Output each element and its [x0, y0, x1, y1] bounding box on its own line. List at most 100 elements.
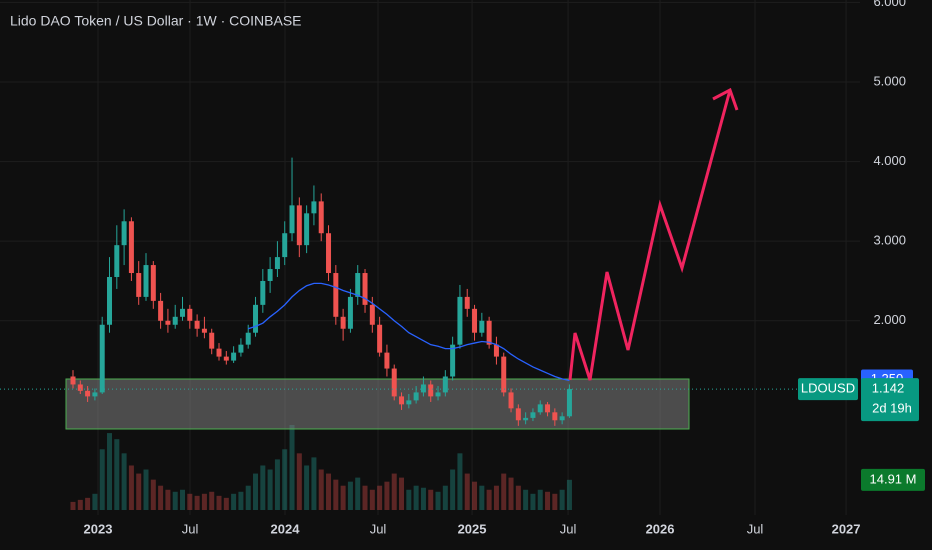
volume-bar — [399, 477, 405, 510]
chart-title: Lido DAO Token / US Dollar · 1W · COINBA… — [10, 13, 302, 29]
symbol-tag — [798, 378, 858, 401]
candle-body — [384, 352, 390, 369]
volume-bar — [515, 485, 521, 510]
volume-bar — [274, 459, 280, 510]
candle-body — [559, 416, 565, 421]
candle-body — [464, 296, 470, 309]
volume-bar — [413, 485, 419, 510]
candle-body — [362, 273, 368, 305]
candle-body — [435, 392, 441, 397]
volume-bar — [369, 489, 375, 510]
candle-body — [450, 344, 456, 377]
volume-bar — [464, 473, 470, 510]
candle-body — [216, 348, 222, 357]
candle-body — [180, 308, 186, 317]
x-tick-label: Jul — [182, 521, 199, 536]
volume-bar — [501, 473, 507, 510]
candle-body — [231, 352, 237, 361]
candle-body — [413, 392, 419, 401]
candle-body — [289, 205, 295, 234]
volume-bar — [559, 489, 565, 510]
candle-body — [311, 201, 317, 214]
candle-body — [136, 273, 142, 297]
candle-body — [121, 221, 127, 246]
candle-body — [172, 316, 178, 325]
x-tick-label: Jul — [370, 521, 387, 536]
candle-body — [333, 273, 339, 317]
candle-body — [318, 201, 324, 234]
volume-bar — [311, 457, 317, 510]
volume-bar — [391, 473, 397, 510]
candle-body — [99, 324, 105, 393]
volume-bar — [107, 433, 113, 510]
candle-body — [282, 233, 288, 258]
x-tick-label: 2025 — [458, 521, 487, 536]
symbol-label: LDOUSD — [801, 381, 855, 396]
candle-body — [347, 296, 353, 329]
candle-body — [260, 280, 266, 305]
volume-bar — [333, 479, 339, 510]
volume-bar — [136, 473, 142, 510]
volume-bar — [216, 495, 222, 510]
x-tick-label: Jul — [560, 521, 577, 536]
volume-bar — [355, 477, 361, 510]
volume-bar — [523, 489, 529, 510]
volume-bar — [326, 473, 332, 510]
volume-bar — [304, 465, 310, 510]
volume-bar — [267, 469, 273, 510]
price-tag — [861, 378, 919, 422]
candle-body — [420, 384, 426, 393]
volume-bar — [143, 469, 149, 510]
volume-bar — [347, 481, 353, 510]
y-tick-label: 6.000 — [873, 0, 906, 9]
candle-body — [296, 205, 302, 246]
volume-bar — [114, 439, 120, 510]
candle-body — [201, 328, 207, 333]
volume-bar — [566, 479, 572, 510]
candle-body — [194, 320, 200, 329]
volume-bar — [85, 497, 91, 510]
candle-body — [70, 376, 76, 385]
candle-body — [245, 332, 251, 345]
projection-path — [568, 89, 732, 381]
candle-body — [274, 257, 280, 270]
volume-bar — [187, 493, 193, 510]
price-tag-label: 1.142 — [872, 381, 905, 396]
candle-body — [238, 344, 244, 353]
support-zone — [65, 378, 690, 430]
volume-bar — [194, 495, 200, 510]
volume-bar — [457, 453, 463, 510]
candle-body — [326, 233, 332, 274]
volume-bar — [552, 493, 558, 510]
candle-body — [187, 308, 193, 321]
y-tick-label: 5.000 — [873, 73, 906, 88]
volume-bar — [128, 465, 134, 510]
volume-pane — [70, 425, 572, 510]
candles — [70, 157, 572, 426]
volume-bar — [435, 491, 441, 510]
candle-body — [399, 396, 405, 405]
candle-body — [85, 390, 91, 397]
candle-body — [77, 384, 83, 391]
volume-bar — [486, 489, 492, 510]
volume-bar — [201, 493, 207, 510]
moving-average — [248, 282, 570, 382]
volume-bar — [296, 453, 302, 510]
candle-body — [107, 277, 113, 325]
candle-body — [253, 304, 259, 333]
y-tick-label: 2.000 — [873, 312, 906, 327]
volume-bar — [377, 485, 383, 510]
candle-body — [457, 296, 463, 345]
volume-bar — [450, 469, 456, 510]
projection-arrowhead — [712, 87, 739, 111]
volume-bar — [282, 449, 288, 510]
candle-body — [304, 213, 310, 246]
candle-body — [92, 392, 98, 397]
volume-bar — [442, 485, 448, 510]
candle-body — [552, 412, 558, 421]
candle-body — [158, 300, 164, 321]
y-tick-label: 3.000 — [873, 233, 906, 248]
volume-bar — [260, 465, 266, 510]
volume-bar — [158, 485, 164, 510]
